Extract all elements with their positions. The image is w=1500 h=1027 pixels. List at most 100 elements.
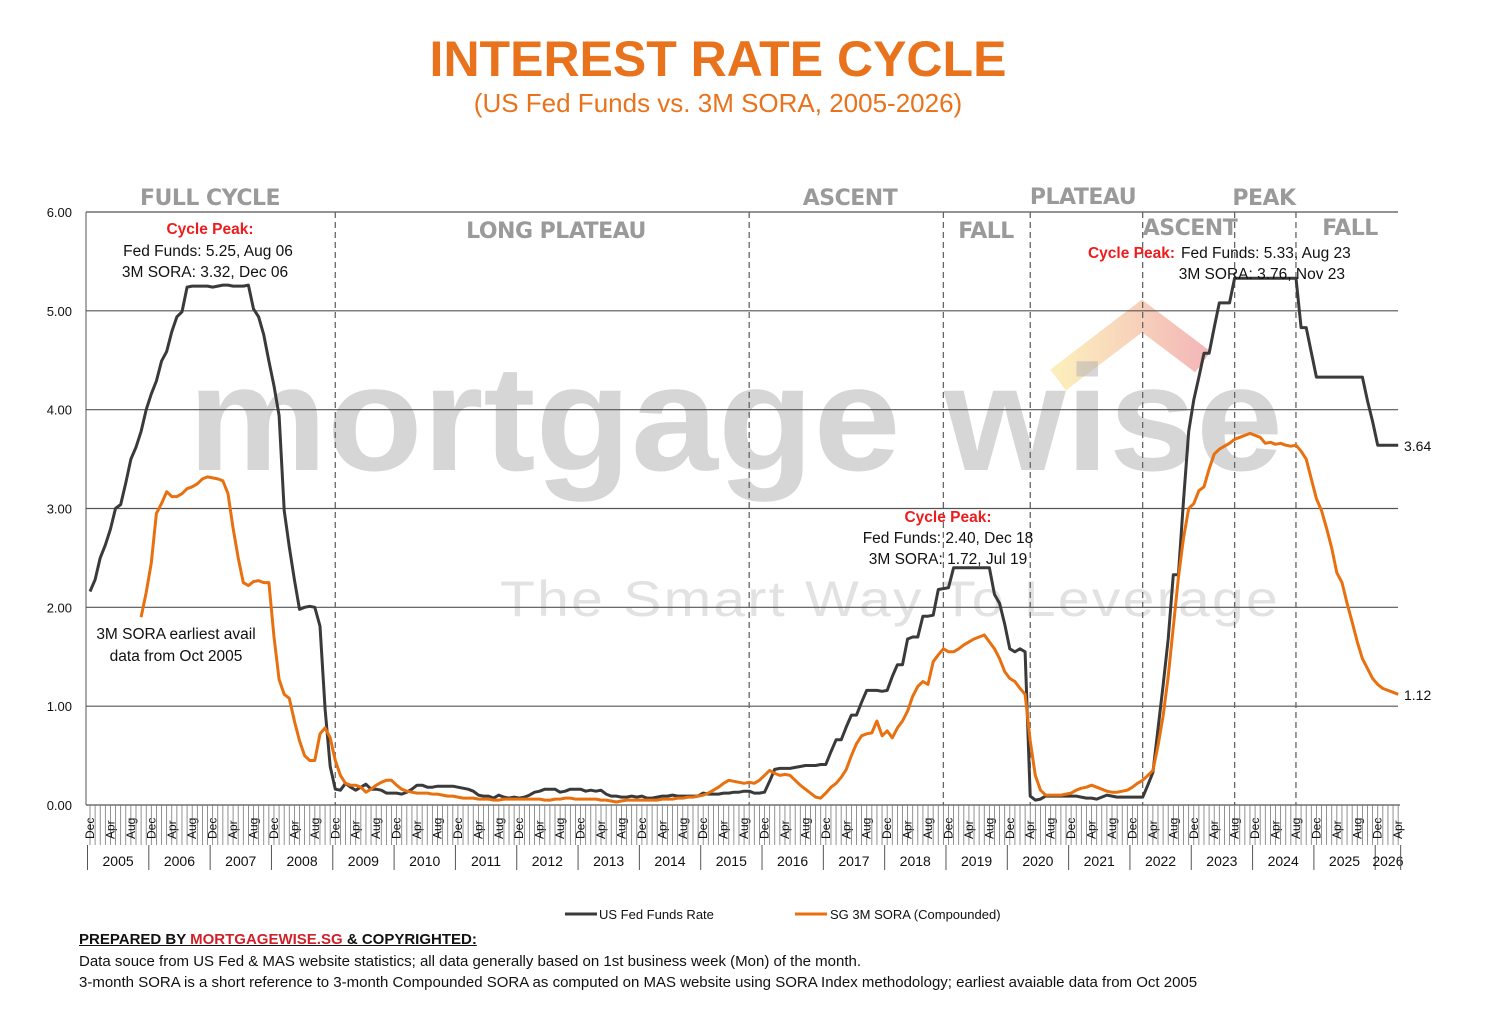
sora-end-label: 1.12 — [1404, 687, 1431, 703]
watermark-logo: mortgage wise The Smart Way To Leverage — [188, 299, 1283, 627]
phase-plateau: PLATEAU — [1030, 185, 1136, 210]
watermark-roof-icon — [1050, 299, 1211, 391]
footer: PREPARED BY MORTGAGEWISE.SG & COPYRIGHTE… — [79, 929, 1197, 994]
month-tick-label: Aug — [1228, 818, 1242, 839]
month-tick-label: Dec — [1248, 818, 1262, 839]
year-label: 2012 — [532, 853, 563, 869]
y-axis-ticks: 0.00 1.00 2.00 3.00 4.00 5.00 6.00 — [47, 205, 72, 813]
fed-series-line — [88, 276, 1399, 802]
annotation-line: 3M SORA earliest avail — [96, 626, 255, 643]
month-tick-label: Apr — [165, 820, 179, 839]
year-label: 2025 — [1329, 853, 1360, 869]
month-tick-label: Apr — [778, 820, 792, 839]
year-label: 2007 — [225, 853, 256, 869]
month-tick-label: Dec — [1371, 818, 1385, 839]
month-tick-label: Dec — [451, 818, 465, 839]
month-tick-label: Apr — [410, 820, 424, 839]
month-tick-label: Dec — [1309, 818, 1323, 839]
chart-title: INTEREST RATE CYCLE — [430, 31, 1007, 87]
month-tick-label: Dec — [819, 818, 833, 839]
year-label: 2024 — [1268, 853, 1299, 869]
year-label: 2020 — [1022, 853, 1053, 869]
brand-link[interactable]: MORTGAGEWISE.SG — [190, 931, 343, 948]
annotation-label: Cycle Peak: — [166, 221, 253, 238]
annotation-peak-2019: Cycle Peak: Fed Funds: 2.40, Dec 18 3M S… — [863, 509, 1034, 568]
watermark-brand: mortgage wise — [188, 334, 1283, 502]
month-tick-label: Apr — [349, 820, 363, 839]
month-tick-label: Dec — [390, 818, 404, 839]
year-label: 2009 — [348, 853, 379, 869]
month-tick-label: Apr — [1146, 820, 1160, 839]
year-label: 2013 — [593, 853, 624, 869]
month-tick-label: Dec — [144, 818, 158, 839]
month-tick-label: Dec — [941, 818, 955, 839]
month-tick-label: Dec — [267, 818, 281, 839]
phase-peak: PEAK — [1232, 186, 1297, 211]
watermark-tagline: The Smart Way To Leverage — [500, 571, 1280, 627]
month-tick-label: Apr — [655, 820, 669, 839]
month-tick-label: Apr — [471, 820, 485, 839]
year-label: 2005 — [103, 853, 134, 869]
y-tick-label: 4.00 — [47, 403, 72, 418]
annotation-fed: Fed Funds: 5.33, Aug 23 — [1181, 245, 1351, 262]
phase-ascent-2022: ASCENT — [1143, 216, 1238, 241]
annotation-peak-2023: Cycle Peak: Fed Funds: 5.33, Aug 23 3M S… — [1088, 245, 1351, 283]
year-label: 2018 — [900, 853, 931, 869]
year-label: 2016 — [777, 853, 808, 869]
annotation-sora: 3M SORA: 1.72, Jul 19 — [869, 551, 1028, 568]
month-tick-label: Dec — [1125, 818, 1139, 839]
month-tick-label: Aug — [982, 818, 996, 839]
year-label: 2021 — [1084, 853, 1115, 869]
month-tick-label: Apr — [1330, 820, 1344, 839]
month-tick-label: Apr — [103, 820, 117, 839]
month-tick-label: Aug — [1350, 818, 1364, 839]
y-tick-label: 1.00 — [47, 699, 72, 714]
annotation-fed: Fed Funds: 5.25, Aug 06 — [123, 243, 293, 260]
footer-note-source: Data souce from US Fed & MAS website sta… — [79, 952, 862, 970]
phase-long-plateau: LONG PLATEAU — [466, 219, 646, 244]
phase-full-cycle: FULL CYCLE — [140, 186, 280, 211]
year-label: 2008 — [286, 853, 317, 869]
annotation-peak-2006: Cycle Peak: Fed Funds: 5.25, Aug 06 3M S… — [122, 221, 293, 281]
month-tick-label: Aug — [492, 818, 506, 839]
month-tick-label: Apr — [717, 820, 731, 839]
month-tick-label: Aug — [369, 818, 383, 839]
y-tick-label: 6.00 — [47, 205, 72, 220]
legend-sora-label: SG 3M SORA (Compounded) — [830, 907, 1001, 922]
phase-fall-2024: FALL — [1322, 216, 1378, 241]
month-tick-label: Aug — [308, 818, 322, 839]
annotation-sora: 3M SORA: 3.76, Nov 23 — [1179, 266, 1345, 283]
month-tick-label: Apr — [1085, 820, 1099, 839]
month-tick-label: Aug — [247, 818, 261, 839]
year-label: 2019 — [961, 853, 992, 869]
month-tick-label: Dec — [83, 818, 97, 839]
month-tick-label: Apr — [1391, 820, 1405, 839]
prepared-by: PREPARED BY — [79, 931, 191, 948]
month-tick-label: Dec — [574, 818, 588, 839]
sora-series-line — [139, 431, 1399, 804]
legend-fed-label: US Fed Funds Rate — [599, 907, 714, 922]
month-tick-label: Apr — [287, 820, 301, 839]
month-tick-label: Aug — [1105, 818, 1119, 839]
x-axis: Dec Apr Aug Dec Apr Aug Dec Apr Aug Dec Apr Aug Dec A… — [83, 804, 1405, 870]
annotation-sora: 3M SORA: 3.32, Dec 06 — [122, 264, 288, 281]
month-tick-label: Apr — [1023, 820, 1037, 839]
phase-labels-top: FULL CYCLE ASCENT PLATEAU PEAK — [140, 185, 1298, 211]
month-tick-label: Aug — [614, 818, 628, 839]
month-tick-label: Aug — [430, 818, 444, 839]
month-tick-label: Dec — [696, 818, 710, 839]
month-tick-label: Aug — [737, 818, 751, 839]
year-label: 2011 — [471, 853, 501, 869]
month-tick-label: Dec — [1064, 818, 1078, 839]
month-tick-label: Aug — [553, 818, 567, 839]
month-tick-label: Dec — [635, 818, 649, 839]
year-label: 2017 — [838, 853, 869, 869]
y-tick-label: 3.00 — [47, 502, 72, 517]
series-lines — [88, 276, 1399, 804]
month-tick-label: Apr — [901, 820, 915, 839]
month-tick-label: Apr — [1269, 820, 1283, 839]
month-tick-label: Aug — [860, 818, 874, 839]
month-tick-label: Dec — [880, 818, 894, 839]
y-tick-label: 2.00 — [47, 600, 72, 615]
annotation-sora-start: 3M SORA earliest avail data from Oct 200… — [96, 626, 255, 665]
